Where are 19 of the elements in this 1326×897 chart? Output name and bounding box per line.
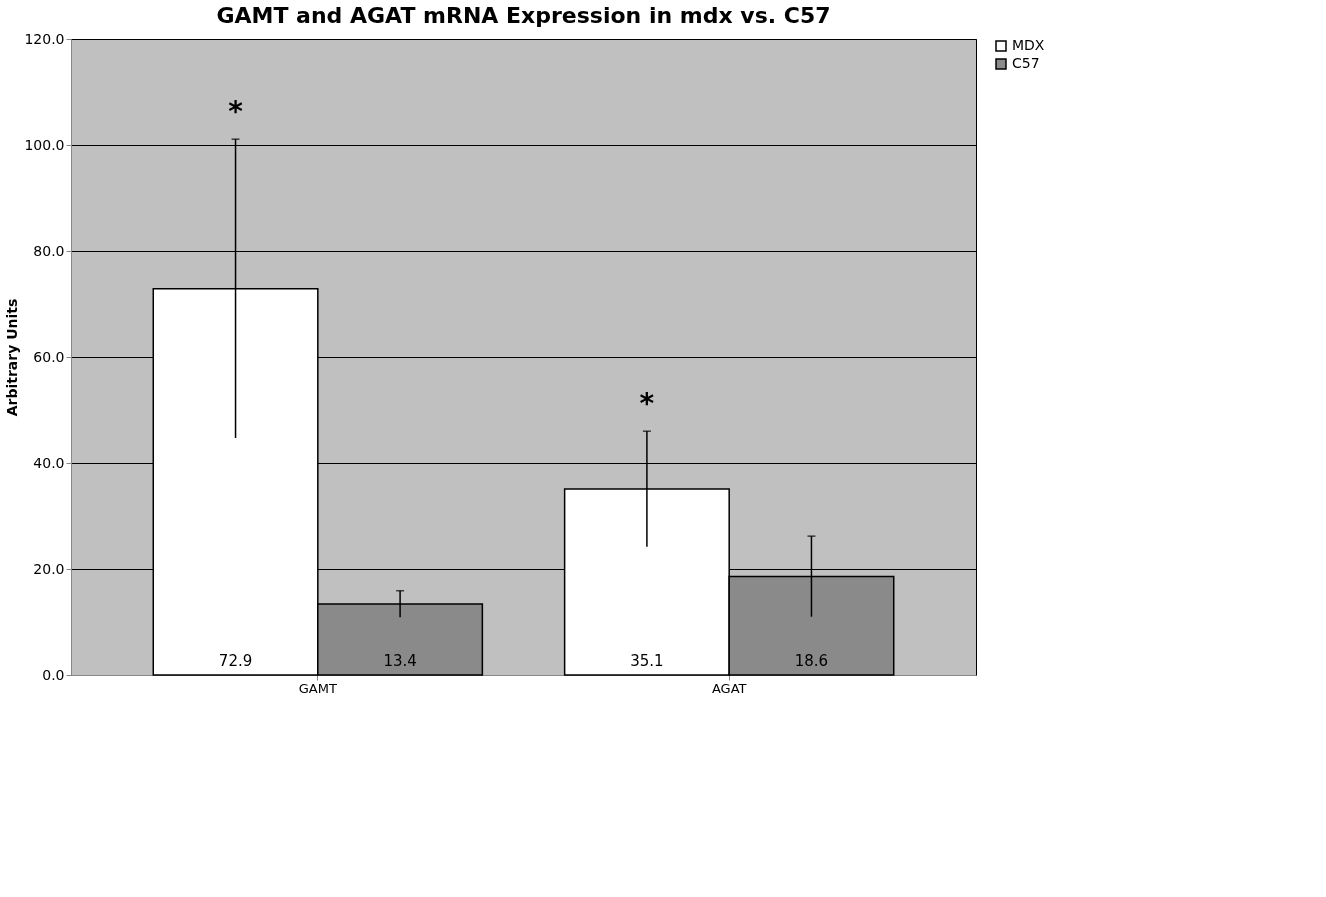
y-tick-label: 0.0 [42,666,65,683]
y-tick-label: 20.0 [33,560,65,577]
data-label: 18.6 [794,652,829,670]
legend-label: C57 [1012,55,1040,71]
chart-title: GAMT and AGAT mRNA Expression in mdx vs. C57 [216,3,831,28]
y-tick-label: 100.0 [24,136,65,153]
x-tick-label: GAMT [298,680,337,696]
x-tick-label: AGAT [711,680,747,696]
annotation: * [639,387,655,421]
y-tick-label: 120.0 [24,30,65,47]
y-axis-title: Arbitrary Units [4,298,21,417]
annotation: * [228,95,244,129]
y-tick-label: 80.0 [33,242,65,259]
y-tick-label: 40.0 [33,454,65,471]
legend-label: MDX [1012,37,1045,53]
y-tick-label: 60.0 [33,348,65,365]
data-label: 13.4 [383,652,417,670]
data-label: 72.9 [218,652,253,670]
data-label: 35.1 [630,652,664,670]
